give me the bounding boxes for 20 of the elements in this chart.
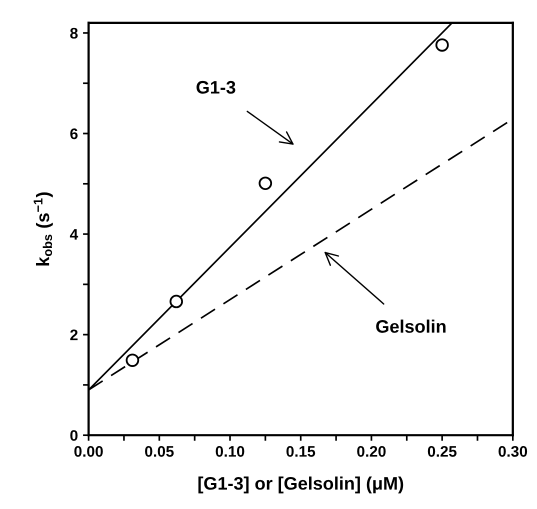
y-tick-label: 8 [70, 28, 78, 39]
x-tick-label: 0.00 [74, 446, 103, 457]
point [435, 38, 449, 52]
y-tick-label: 2 [70, 330, 78, 340]
y-axis-title: k$_{obs}$ (s$^{−1}$) [34, 192, 53, 266]
annotation: G1-3 [196, 80, 236, 94]
x-tick-label: 0.15 [286, 446, 316, 457]
x-axis-title: [G1-3] or [Gelsolin] (μM) [198, 476, 404, 494]
annotation: Gelsolin [376, 320, 446, 333]
x-tick-label: 0.20 [357, 446, 386, 457]
y-tick-label: 6 [70, 128, 78, 140]
x-tick-label: 0.30 [498, 446, 528, 457]
x-tick-label: 0.05 [145, 446, 174, 457]
x-tick-label: 0.10 [216, 446, 244, 457]
y-tick-label: 0 [70, 430, 78, 441]
point [170, 294, 183, 308]
point [126, 354, 140, 367]
point [258, 176, 272, 190]
x-tick-label: 0.25 [428, 446, 457, 457]
y-tick-label: 4 [70, 229, 78, 240]
